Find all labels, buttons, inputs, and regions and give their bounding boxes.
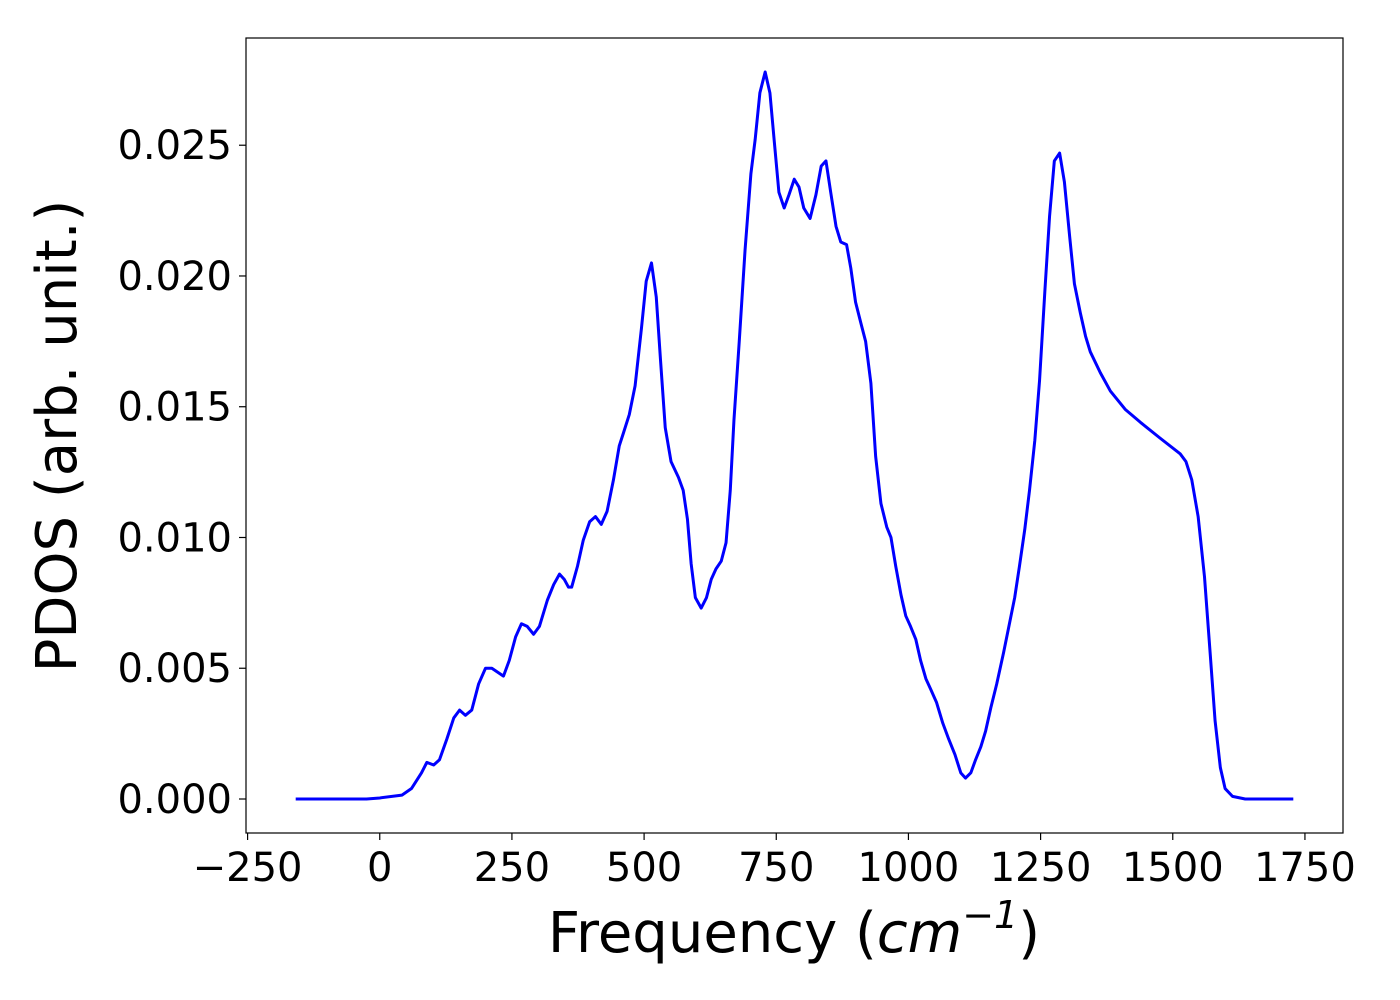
- x-axis-label: Frequency (cm−1): [548, 893, 1040, 966]
- data-line: [295, 70, 1294, 801]
- x-tick-label: −250: [193, 845, 303, 891]
- y-tick-label: 0.025: [117, 123, 232, 169]
- y-tick-label: 0.020: [117, 254, 232, 300]
- y-tick-label: 0.005: [117, 646, 232, 692]
- x-label-text: ): [1018, 901, 1040, 966]
- y-tick-label: 0.015: [117, 385, 232, 431]
- x-tick-label: 1250: [990, 845, 1092, 891]
- y-axis-label: PDOS (arb. unit.): [25, 200, 90, 673]
- y-tick-label: 0.010: [117, 515, 232, 561]
- x-tick-label: 1500: [1122, 845, 1224, 891]
- plot-frame: [245, 37, 1344, 834]
- x-tick-label: 1750: [1254, 845, 1356, 891]
- x-label-unit: cm: [877, 901, 962, 966]
- x-label-exponent: −1: [962, 893, 1018, 937]
- y-tick-label: 0.000: [117, 777, 232, 823]
- x-tick-label: 0: [367, 845, 392, 891]
- x-tick-label: 1000: [858, 845, 960, 891]
- x-tick-label: 250: [474, 845, 550, 891]
- x-tick-label: 500: [606, 845, 682, 891]
- x-label-text: Frequency (: [548, 901, 877, 966]
- x-tick-label: 750: [738, 845, 814, 891]
